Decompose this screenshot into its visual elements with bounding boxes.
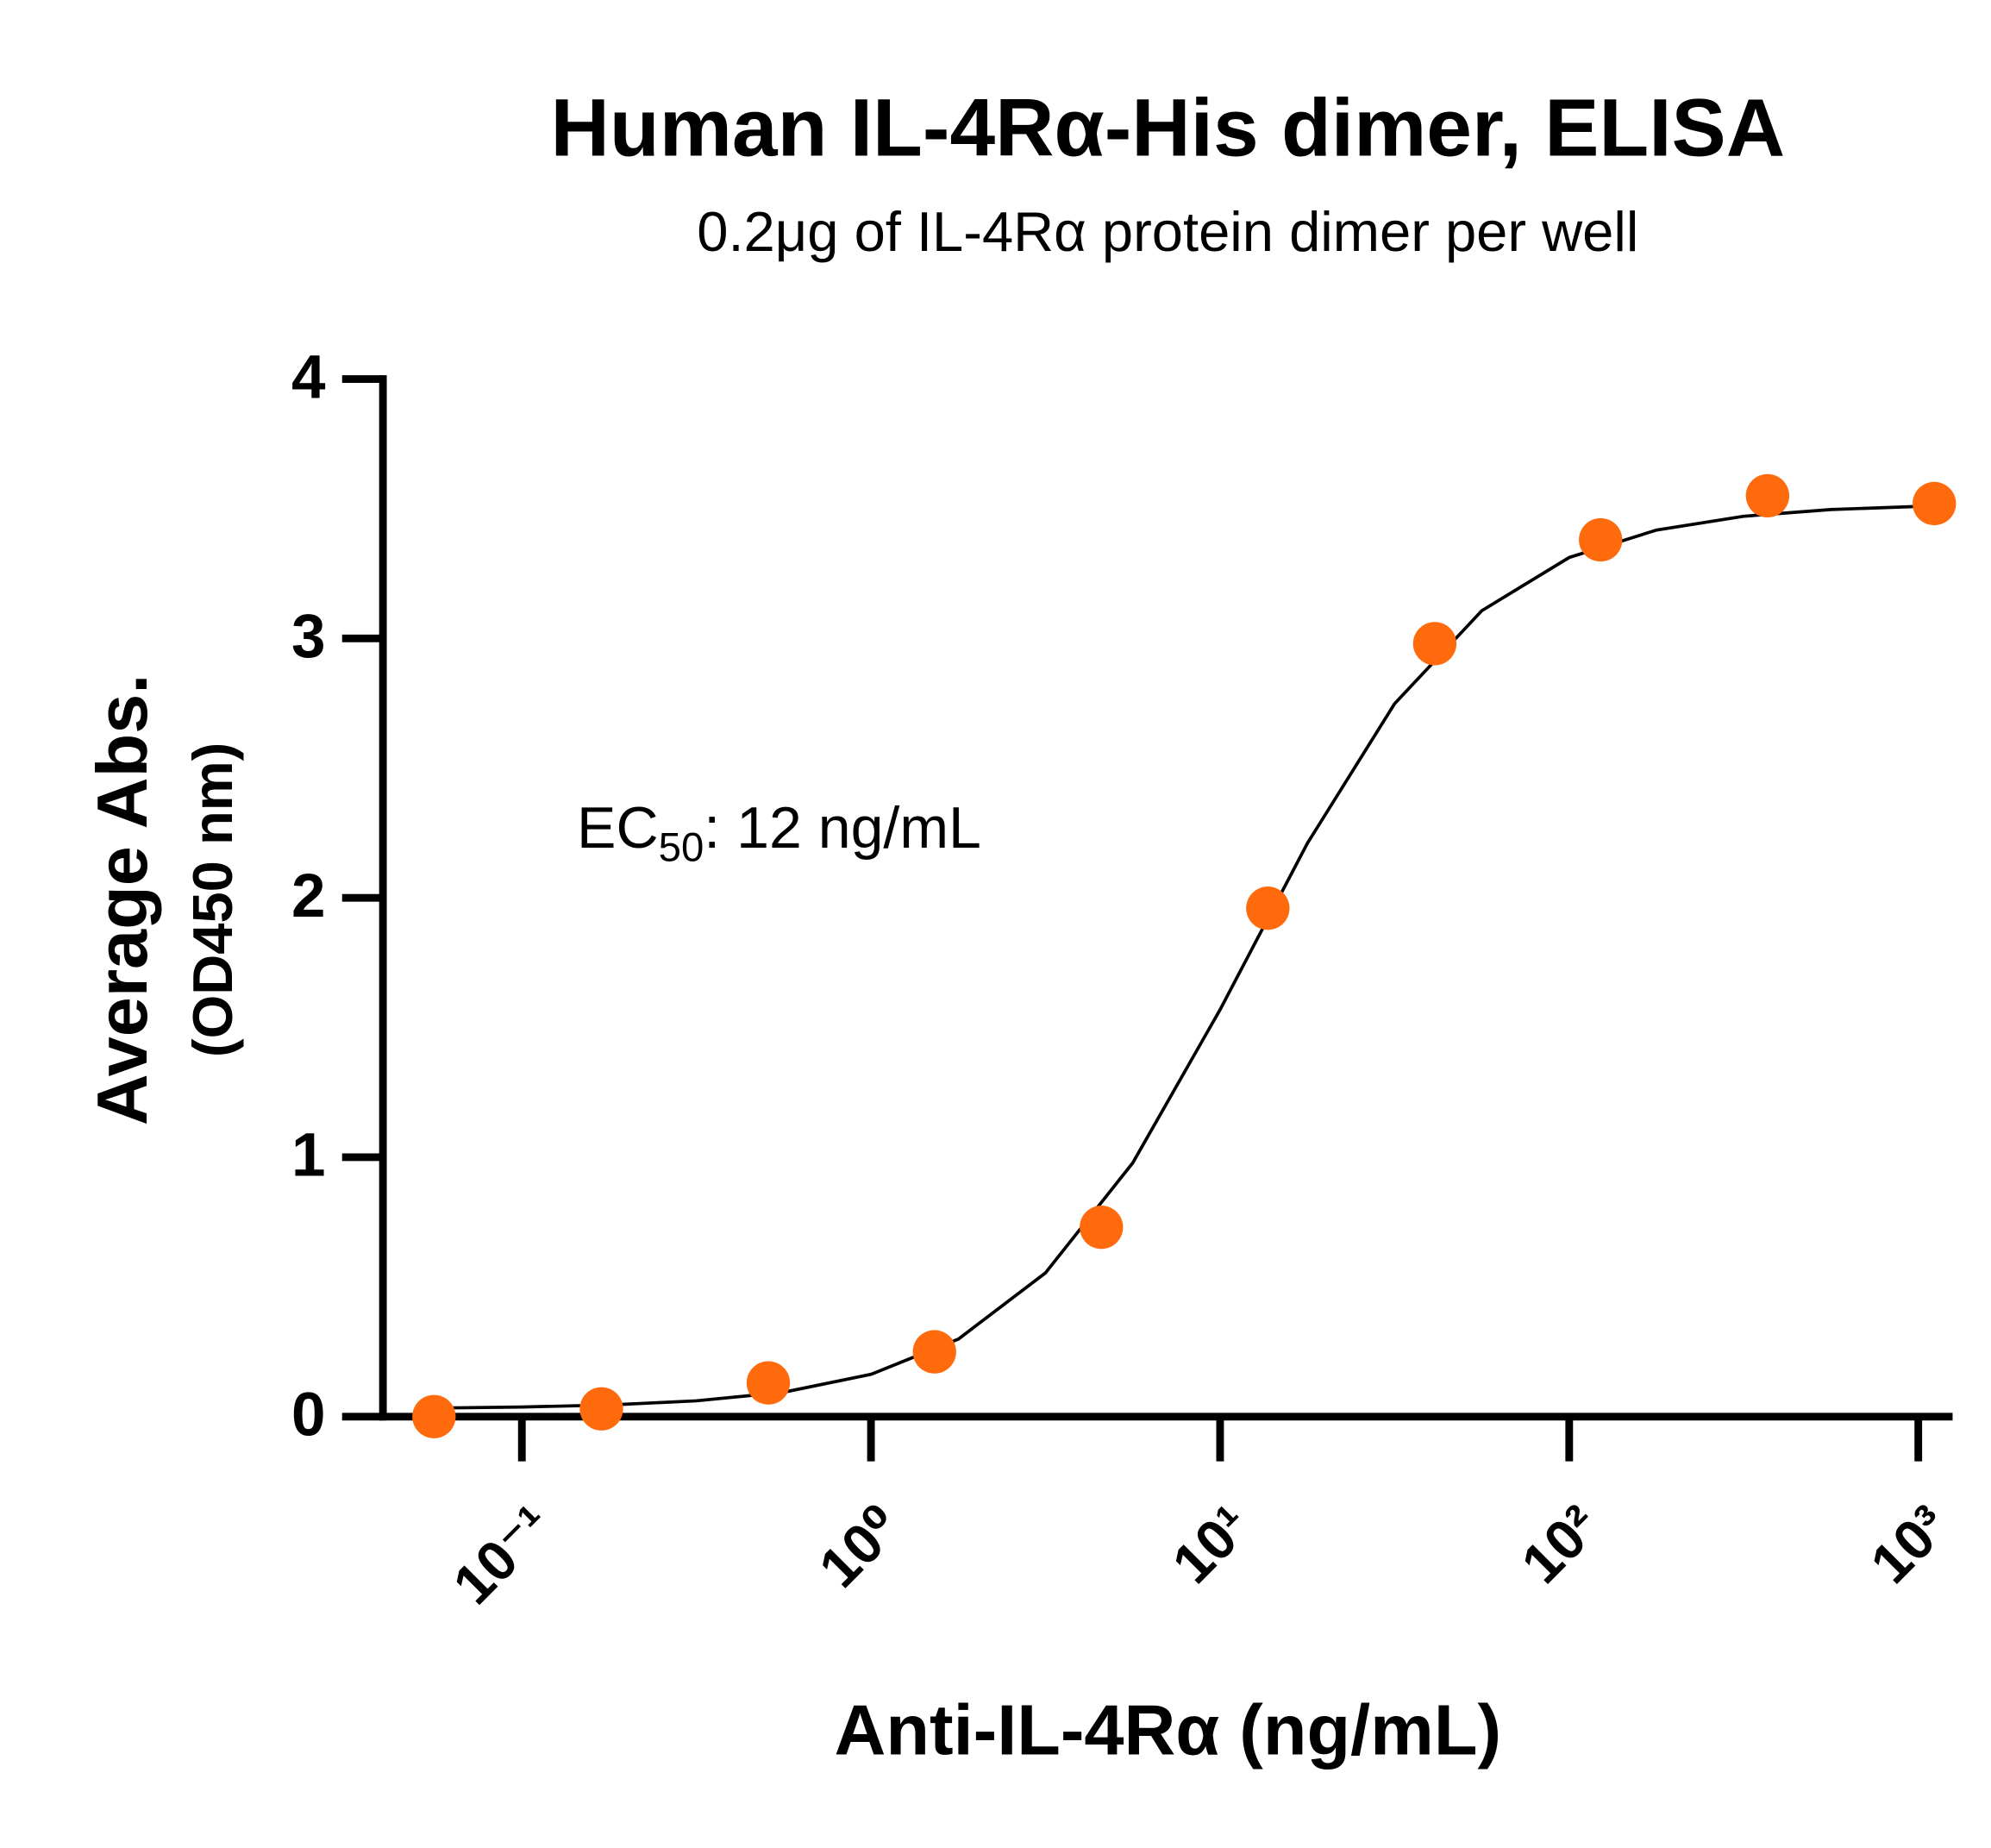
data-point (1246, 886, 1290, 930)
annotation-sub: 50 (659, 824, 704, 870)
x-tick-label: 10⁻¹ (441, 1494, 563, 1616)
data-point (579, 1387, 623, 1431)
annotation: EC50: 12 ng/mL (577, 795, 981, 870)
y-tick-label: 0 (291, 1381, 325, 1449)
chart-title: Human IL-4Rα-His dimer, ELISA (550, 82, 1785, 173)
y-axis-label: Average Abs. (82, 674, 162, 1125)
data-point (912, 1330, 956, 1374)
data-point (1745, 473, 1790, 518)
x-tick-label: 10³ (1858, 1494, 1960, 1595)
y-tick-label: 1 (291, 1122, 325, 1190)
annotation-text: EC (577, 795, 659, 861)
y-tick-label: 2 (291, 862, 325, 930)
x-tick-label: 10⁰ (807, 1494, 913, 1600)
data-point (1412, 622, 1457, 666)
fit-curve (434, 504, 1935, 1410)
y-tick-label: 3 (291, 603, 325, 671)
chart-subtitle: 0.2μg of IL-4Rα protein dimer per well (697, 200, 1638, 263)
annotation-rest: : 12 ng/mL (704, 795, 981, 861)
y-tick-label: 4 (291, 343, 326, 411)
data-point (412, 1394, 456, 1438)
x-axis-label: Anti-IL-4Rα (ng/mL) (835, 1690, 1501, 1770)
x-tick-label: 10¹ (1160, 1494, 1262, 1595)
y-axis-sublabel: (OD450 nm) (181, 742, 244, 1057)
x-tick-label: 10² (1509, 1494, 1611, 1595)
data-point (1579, 517, 1623, 562)
data-point (1913, 481, 1957, 526)
data-point (746, 1361, 791, 1405)
data-point (1080, 1206, 1124, 1250)
